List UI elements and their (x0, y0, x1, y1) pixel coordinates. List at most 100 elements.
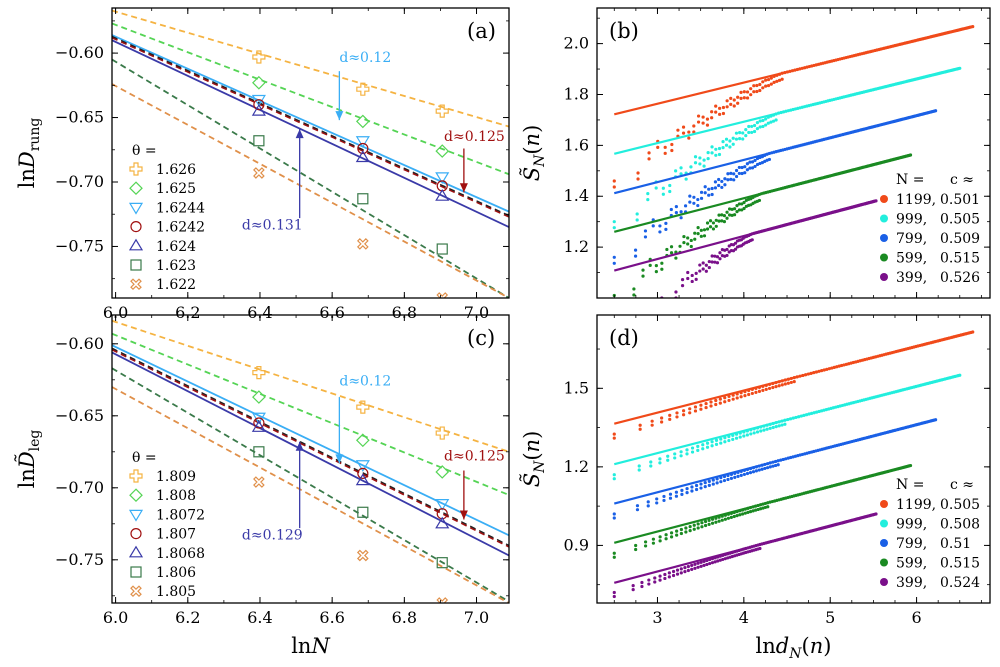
y-tick-label: 1.2 (564, 237, 589, 256)
x-tick-label: 6.8 (392, 608, 417, 627)
data-dot-999 (783, 422, 787, 426)
data-dot-999 (752, 431, 756, 435)
data-dot-399 (718, 257, 722, 261)
data-dot-599 (710, 521, 715, 525)
legend-dot-399 (880, 273, 888, 281)
data-dot-399 (690, 567, 694, 571)
data-dot-999 (752, 129, 757, 134)
data-dot-799 (723, 183, 727, 187)
data-dot-799 (612, 512, 616, 516)
data-dot-599 (675, 533, 679, 537)
data-dot-999 (635, 212, 639, 216)
data-dot-599 (707, 522, 711, 526)
data-dot-599 (751, 509, 755, 513)
data-dot-999 (758, 119, 762, 123)
data-dot-599 (738, 513, 742, 517)
y-tick-label: 1.5 (564, 378, 589, 397)
data-dot-999 (765, 427, 769, 431)
data-dot-1199 (732, 98, 736, 102)
legend-n-value: 399, (896, 575, 927, 591)
data-point-1.806 (253, 446, 265, 458)
data-dot-399 (874, 199, 878, 203)
data-dot-599 (634, 547, 638, 552)
data-dot-1199 (835, 365, 839, 369)
data-dot-399 (686, 568, 690, 573)
data-dot-1199 (656, 145, 660, 149)
legend-dot-999 (880, 214, 888, 223)
data-dot-1199 (729, 96, 733, 100)
legend-label: 1.8072 (156, 507, 205, 523)
data-dot-1199 (774, 381, 778, 385)
data-dot-999 (685, 452, 689, 456)
data-dot-799 (662, 494, 666, 499)
data-point-1.8068 (251, 420, 266, 432)
data-dot-399 (693, 566, 697, 570)
legend-label: 1.806 (156, 565, 196, 581)
data-dot-1199 (780, 77, 784, 81)
data-dot-799 (753, 158, 757, 163)
data-point-1.809 (252, 366, 266, 380)
data-dot-399 (733, 241, 738, 245)
data-dot-999 (771, 421, 775, 426)
data-dot-399 (715, 255, 720, 259)
data-dot-999 (717, 146, 722, 151)
data-dot-999 (710, 444, 714, 448)
data-dot-999 (765, 423, 769, 427)
data-dot-1199 (758, 88, 762, 93)
data-dot-599 (702, 228, 707, 232)
data-dot-799 (643, 235, 648, 239)
data-dot-999 (738, 431, 742, 435)
data-dot-999 (749, 428, 753, 432)
data-dot-999 (731, 433, 735, 437)
data-dot-999 (758, 125, 762, 129)
data-dot-999 (774, 421, 778, 425)
legend-marker-1.808 (129, 488, 143, 503)
data-dot-1199 (705, 123, 710, 127)
data-dot-1199 (774, 385, 778, 389)
data-dot-399 (653, 580, 657, 584)
data-dot-799 (612, 261, 616, 265)
data-dot-799 (707, 483, 711, 487)
data-dot-399 (663, 576, 667, 581)
data-dot-1199 (638, 423, 642, 427)
data-dot-999 (738, 137, 742, 141)
data-dot-799 (758, 161, 762, 166)
data-dot-799 (773, 459, 778, 464)
data-dot-399 (679, 571, 683, 575)
plot-frame (596, 7, 991, 299)
data-dot-999 (815, 410, 819, 414)
data-dot-599 (692, 523, 696, 527)
data-dot-799 (664, 227, 668, 231)
reference-dashed-line (112, 347, 509, 546)
legend-n-value: 599, (896, 556, 927, 572)
data-dot-799 (766, 466, 770, 470)
data-dot-599 (730, 213, 734, 217)
data-dot-1199 (660, 416, 664, 420)
x-tick-label: 5 (825, 608, 835, 627)
data-dot-799 (711, 482, 715, 486)
data-dot-1199 (820, 369, 824, 373)
data-dot-999 (702, 164, 706, 168)
data-dot-599 (732, 213, 737, 217)
data-dot-1199 (777, 380, 781, 384)
data-dot-1199 (764, 84, 768, 88)
data-dot-1199 (705, 117, 710, 121)
x-tick-label: 6 (911, 608, 921, 627)
data-dot-1199 (798, 374, 802, 378)
data-dot-599 (726, 516, 730, 520)
data-dot-1199 (681, 409, 686, 413)
data-dot-1199 (757, 385, 762, 389)
data-dot-1199 (767, 382, 772, 387)
data-point-1.806 (357, 506, 369, 518)
data-dot-599 (754, 504, 758, 508)
fit-line-1.622 (112, 83, 509, 298)
data-dot-1199 (693, 405, 698, 409)
data-dot-799 (733, 471, 737, 475)
data-dot-999 (791, 416, 795, 420)
legend-n-value: 1199, (896, 497, 936, 513)
data-dot-599 (654, 263, 658, 268)
data-dot-399 (675, 568, 680, 572)
data-dot-599 (727, 207, 732, 211)
data-dot-399 (710, 561, 715, 565)
data-dot-999 (612, 226, 616, 230)
